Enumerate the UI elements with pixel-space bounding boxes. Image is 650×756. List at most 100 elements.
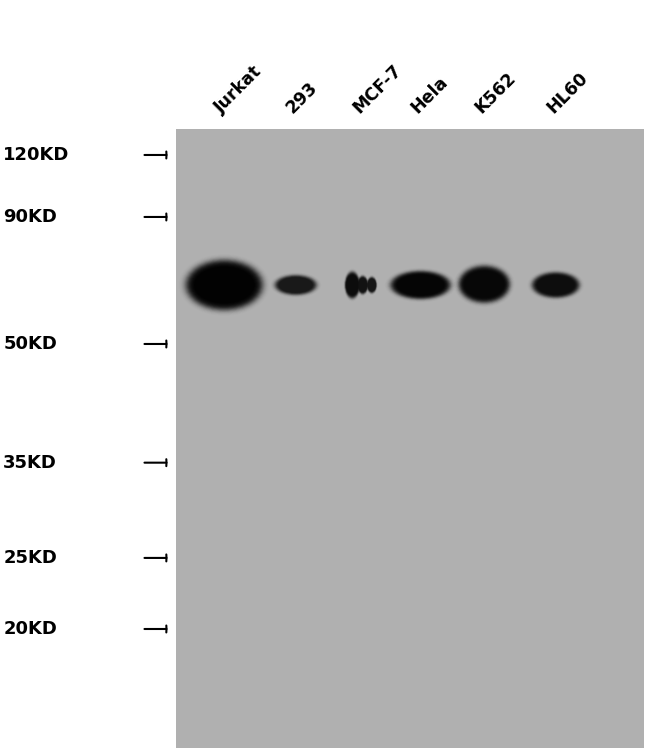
Ellipse shape <box>181 256 267 314</box>
Ellipse shape <box>367 277 376 293</box>
Ellipse shape <box>272 274 319 296</box>
Text: K562: K562 <box>471 70 519 117</box>
Ellipse shape <box>367 278 376 292</box>
Ellipse shape <box>392 271 449 299</box>
Ellipse shape <box>185 259 264 311</box>
Ellipse shape <box>188 262 260 308</box>
Ellipse shape <box>273 274 318 296</box>
Ellipse shape <box>345 271 359 299</box>
Ellipse shape <box>393 273 448 298</box>
Text: HL60: HL60 <box>543 69 591 117</box>
Ellipse shape <box>345 272 359 298</box>
Ellipse shape <box>368 278 376 292</box>
Ellipse shape <box>462 269 506 299</box>
Text: MCF-7: MCF-7 <box>349 61 405 117</box>
Text: 120KD: 120KD <box>3 146 70 164</box>
Ellipse shape <box>346 275 358 295</box>
FancyBboxPatch shape <box>176 129 644 748</box>
Ellipse shape <box>396 274 445 296</box>
Ellipse shape <box>187 262 261 308</box>
Ellipse shape <box>183 257 266 313</box>
Text: Jurkat: Jurkat <box>211 63 266 117</box>
Ellipse shape <box>394 273 447 297</box>
Ellipse shape <box>367 277 377 293</box>
Ellipse shape <box>189 263 259 307</box>
Ellipse shape <box>191 265 257 305</box>
Ellipse shape <box>367 276 377 294</box>
Text: Hela: Hela <box>408 73 452 117</box>
Ellipse shape <box>390 271 451 299</box>
Ellipse shape <box>457 264 512 305</box>
Ellipse shape <box>534 274 578 296</box>
Ellipse shape <box>346 274 358 296</box>
Ellipse shape <box>357 275 369 295</box>
Ellipse shape <box>346 274 359 296</box>
Ellipse shape <box>275 275 317 295</box>
Ellipse shape <box>458 265 511 304</box>
Ellipse shape <box>278 277 313 293</box>
Ellipse shape <box>192 265 256 305</box>
Ellipse shape <box>358 278 367 292</box>
Ellipse shape <box>344 271 360 299</box>
Ellipse shape <box>358 276 368 294</box>
Ellipse shape <box>537 275 575 295</box>
Ellipse shape <box>185 259 263 311</box>
Ellipse shape <box>276 275 316 295</box>
Ellipse shape <box>358 275 368 295</box>
Ellipse shape <box>367 278 376 292</box>
Ellipse shape <box>396 274 445 296</box>
Ellipse shape <box>367 276 377 294</box>
Ellipse shape <box>532 272 580 298</box>
Ellipse shape <box>456 263 512 305</box>
Ellipse shape <box>463 270 505 299</box>
Text: 25KD: 25KD <box>3 549 57 567</box>
Ellipse shape <box>459 266 510 302</box>
Ellipse shape <box>529 271 582 299</box>
Ellipse shape <box>464 271 504 298</box>
Ellipse shape <box>391 271 450 299</box>
Ellipse shape <box>274 274 318 296</box>
Text: 293: 293 <box>283 79 321 117</box>
Ellipse shape <box>358 276 368 294</box>
Ellipse shape <box>344 271 360 299</box>
Ellipse shape <box>190 264 258 306</box>
Ellipse shape <box>193 266 255 304</box>
Ellipse shape <box>344 270 361 300</box>
Ellipse shape <box>277 276 315 294</box>
Ellipse shape <box>358 277 367 293</box>
Ellipse shape <box>346 274 359 296</box>
Text: 20KD: 20KD <box>3 620 57 638</box>
Ellipse shape <box>532 273 579 297</box>
Ellipse shape <box>460 266 509 302</box>
Ellipse shape <box>460 267 508 302</box>
Ellipse shape <box>395 274 447 296</box>
Ellipse shape <box>278 277 314 293</box>
Ellipse shape <box>535 274 577 296</box>
Ellipse shape <box>534 274 577 296</box>
Text: 90KD: 90KD <box>3 208 57 226</box>
Ellipse shape <box>183 258 265 312</box>
Ellipse shape <box>530 271 582 299</box>
Ellipse shape <box>463 269 506 299</box>
Ellipse shape <box>345 273 359 297</box>
Ellipse shape <box>388 269 453 301</box>
Ellipse shape <box>397 275 444 296</box>
Ellipse shape <box>530 271 581 299</box>
Ellipse shape <box>346 274 359 296</box>
Ellipse shape <box>358 277 368 293</box>
Ellipse shape <box>367 277 377 293</box>
Ellipse shape <box>536 274 576 296</box>
Ellipse shape <box>389 271 452 300</box>
Ellipse shape <box>533 273 578 297</box>
Ellipse shape <box>461 268 508 301</box>
Ellipse shape <box>367 277 376 293</box>
Ellipse shape <box>194 267 254 303</box>
Ellipse shape <box>274 274 317 296</box>
Ellipse shape <box>187 260 262 310</box>
Ellipse shape <box>279 277 313 293</box>
Ellipse shape <box>344 271 360 299</box>
Ellipse shape <box>393 272 448 298</box>
Ellipse shape <box>367 277 376 293</box>
Ellipse shape <box>458 265 510 303</box>
Ellipse shape <box>277 277 315 293</box>
